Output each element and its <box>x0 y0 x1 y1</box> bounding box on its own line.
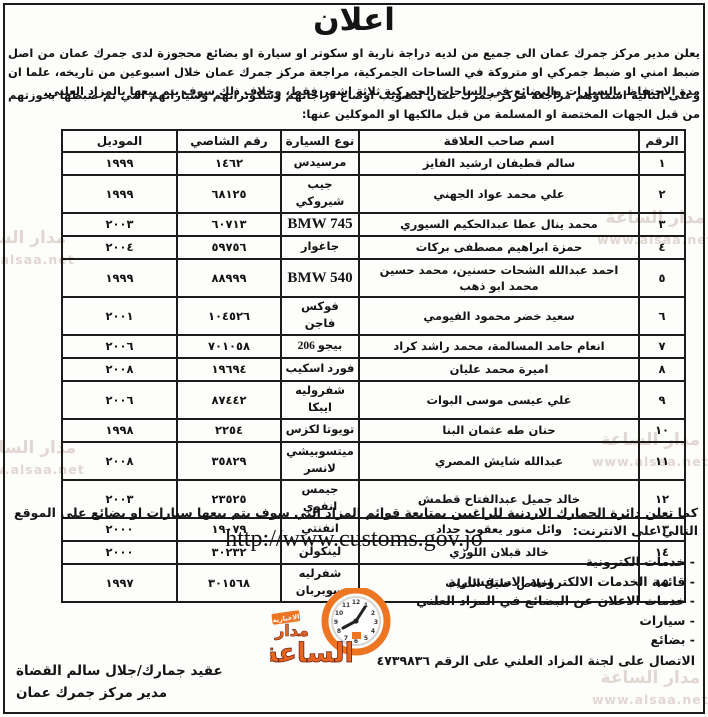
col-header-model-year: الموديل <box>61 129 178 153</box>
svg-text:11: 11 <box>342 602 350 609</box>
svg-text:5: 5 <box>364 635 368 642</box>
signature-name: عقيد جمارك/جلال سالم القضاة <box>16 663 223 679</box>
table-row: ٨ اميرة محمد عليان فورد اسكيب ١٩٦٩٤ ٢٠٠٨ <box>61 357 686 382</box>
page-title: اعلان <box>313 2 395 38</box>
list-item: سيارات <box>377 611 695 631</box>
services-list: خدمات الكترونية قائمة الخدمات الالكتروني… <box>377 552 695 670</box>
col-header-number: الرقم <box>638 129 686 153</box>
auction-note: كما تعلن دائرة الجمارك الاردنية للراغبين… <box>13 505 698 538</box>
table-row: ٧ انعام حامد المسالمة، محمد راشد كراد بيجو… <box>61 334 686 359</box>
col-header-chassis-number: رقم الشاصي <box>176 129 282 153</box>
table-row: ١١ عبدالله شايش المصري ميتسوبيشي لانسر ٣٥٨٢… <box>61 441 686 481</box>
svg-text:8: 8 <box>337 628 341 635</box>
names-paragraph: وعلى التالية اسماؤهم مراجعة مركز جمرك عم… <box>8 88 700 121</box>
list-item: بضائع <box>377 630 695 650</box>
svg-text:الساعة: الساعة <box>270 638 354 669</box>
svg-text:4: 4 <box>371 628 375 635</box>
svg-text:9: 9 <box>334 619 338 626</box>
table-row: ٢ علي محمد عواد الجهني جيب شيروكي ٦٨١٢٥ ١٩٩٩ <box>61 174 686 214</box>
svg-text:2: 2 <box>371 610 375 617</box>
svg-text:10: 10 <box>335 610 343 617</box>
svg-text:مدار: مدار <box>274 621 309 640</box>
table-row: ٣ محمد ينال عطا عبدالحكيم السيوري BMW 745 ٦… <box>61 212 686 237</box>
auction-contact-line: الاتصال على لجنة المزاد العلني على الرقم… <box>376 652 695 668</box>
table-row: ١٣ وائل منور يعقوب حداد انفنتي ١٩٠٧٩ ٢٠٠٠ <box>61 517 686 542</box>
col-header-owner-name: اسم صاحب العلاقة <box>358 129 640 153</box>
svg-text:1: 1 <box>364 602 368 609</box>
table-row: ٤ حمزة ابراهيم مصطفى بركات جاغوار ٥٩٧٥٦ ٢٠٠٤ <box>61 235 686 260</box>
svg-text:3: 3 <box>374 619 378 626</box>
list-item: خدمات الاعلان عن البضائع في المزاد العلن… <box>377 591 695 611</box>
col-header-car-type: نوع السيارة <box>280 129 360 153</box>
table-row: ٦ سعيد خضر محمود الفيومي فوكس فاجن ١٠٤٥٢٦ ٢٠… <box>61 296 686 336</box>
signature-title: مدير مركز جمرك عمان <box>16 685 168 701</box>
table-row: ٩ علي عيسى موسى البوات شفروليه ايبكا ٨٧٤٤٢ ٢… <box>61 380 686 420</box>
svg-text:الاخبارية: الاخبارية <box>272 613 300 625</box>
table-row: ١ سالم قطيفان ارشيد الفايز مرسيدس ١٤٦٢ ١٩٩٩ <box>61 151 686 176</box>
table-header-row: الرقم اسم صاحب العلاقة نوع السيارة رقم ا… <box>61 129 686 153</box>
site-watermark: مدار الساعة www.alsaa.net <box>0 228 75 267</box>
svg-text:12: 12 <box>352 599 360 606</box>
table-row: ١٠ حنان طه عثمان البنا تويوتا لكزس ٢٢٥٤ ١٩٩٨ <box>61 418 686 443</box>
svg-text:6: 6 <box>354 638 358 645</box>
table-row: ٥ احمد عبدالله الشحات حسنين، محمد حسين مح… <box>61 258 686 298</box>
table-row: ١٢ خالد جميل عبدالفتاح قطمش جيمس انفوي ٢٣٥٢… <box>61 479 686 519</box>
site-watermark: مدار الساعة www.alsaa.net <box>592 668 708 707</box>
list-item: قائمة الخدمات الالكترونية الاستفسارية <box>377 572 695 592</box>
signature-block: عقيد جمارك/جلال سالم القضاة مدير مركز جم… <box>16 660 223 704</box>
intro-paragraph: يعلن مدير مركز جمرك عمان الى جميع من لدي… <box>8 46 700 98</box>
customs-website-link[interactable]: http://www.customs.gov.jo <box>225 526 483 552</box>
svg-text:7: 7 <box>344 635 348 642</box>
list-item: خدمات الكترونية <box>377 552 695 572</box>
